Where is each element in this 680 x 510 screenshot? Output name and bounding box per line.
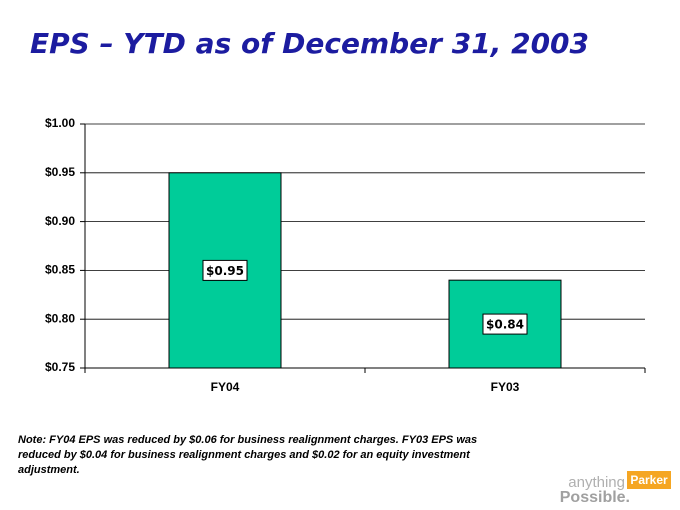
- value-label: $0.95: [206, 264, 244, 278]
- chart-title: EPS – YTD as of December 31, 2003: [30, 27, 589, 60]
- y-tick-label: $1.00: [45, 116, 75, 130]
- logo-brand: Parker: [630, 473, 668, 487]
- logo-top: anything: [568, 474, 625, 491]
- y-tick-label: $0.75: [45, 360, 75, 374]
- logo-bottom: Possible.: [560, 489, 630, 506]
- value-label: $0.84: [486, 318, 524, 332]
- value-label-box: [482, 313, 528, 335]
- value-label-box: [202, 259, 248, 281]
- x-tick-label: FY04: [211, 380, 240, 394]
- y-tick-label: $0.95: [45, 165, 75, 179]
- x-tick-label: FY03: [491, 380, 520, 394]
- footnote: Note: FY04 EPS was reduced by $0.06 for …: [18, 434, 478, 476]
- y-tick-label: $0.80: [45, 311, 75, 325]
- y-tick-label: $0.85: [45, 263, 75, 277]
- y-tick-label: $0.90: [45, 214, 75, 228]
- logo-box: [627, 471, 671, 489]
